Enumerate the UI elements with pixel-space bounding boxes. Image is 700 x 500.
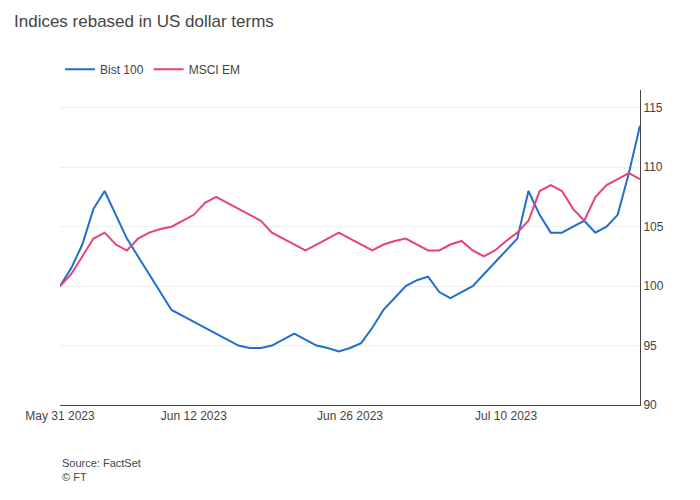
svg-text:90: 90	[643, 398, 657, 412]
svg-text:Jun 26 2023: Jun 26 2023	[317, 409, 383, 423]
svg-text:Jun 12 2023: Jun 12 2023	[161, 409, 227, 423]
svg-text:100: 100	[643, 279, 663, 293]
svg-text:Source: FactSet© FT: Source: FactSet© FT	[62, 457, 141, 483]
svg-text:Bist 100: Bist 100	[100, 63, 144, 77]
svg-text:110: 110	[643, 160, 662, 174]
svg-text:May 31 2023: May 31 2023	[25, 409, 95, 423]
svg-text:MSCI EM: MSCI EM	[189, 63, 240, 77]
svg-text:105: 105	[643, 220, 663, 234]
svg-text:Indices rebased in US dollar t: Indices rebased in US dollar terms	[14, 12, 274, 31]
svg-text:115: 115	[643, 101, 662, 115]
svg-text:95: 95	[643, 339, 657, 353]
svg-text:Jul 10 2023: Jul 10 2023	[475, 409, 537, 423]
